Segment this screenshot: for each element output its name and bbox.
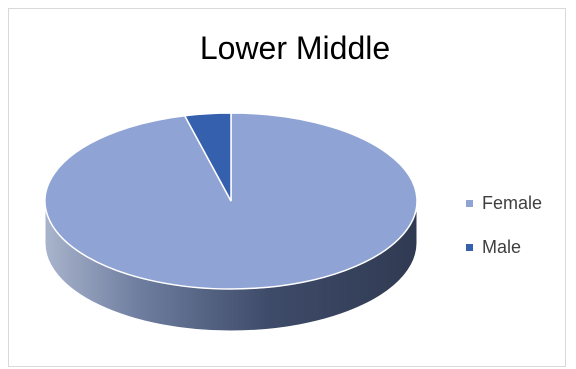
legend-label-male: Male bbox=[482, 237, 522, 257]
legend-item-female: Female bbox=[466, 190, 542, 217]
legend-swatch-female bbox=[466, 200, 473, 207]
legend-item-male: Male bbox=[466, 234, 542, 261]
legend-label-female: Female bbox=[482, 193, 543, 213]
pie-slice-male bbox=[183, 112, 232, 202]
legend: Female Male bbox=[466, 190, 542, 278]
chart-title: Lower Middle bbox=[199, 30, 391, 66]
legend-swatch-male bbox=[466, 244, 473, 251]
